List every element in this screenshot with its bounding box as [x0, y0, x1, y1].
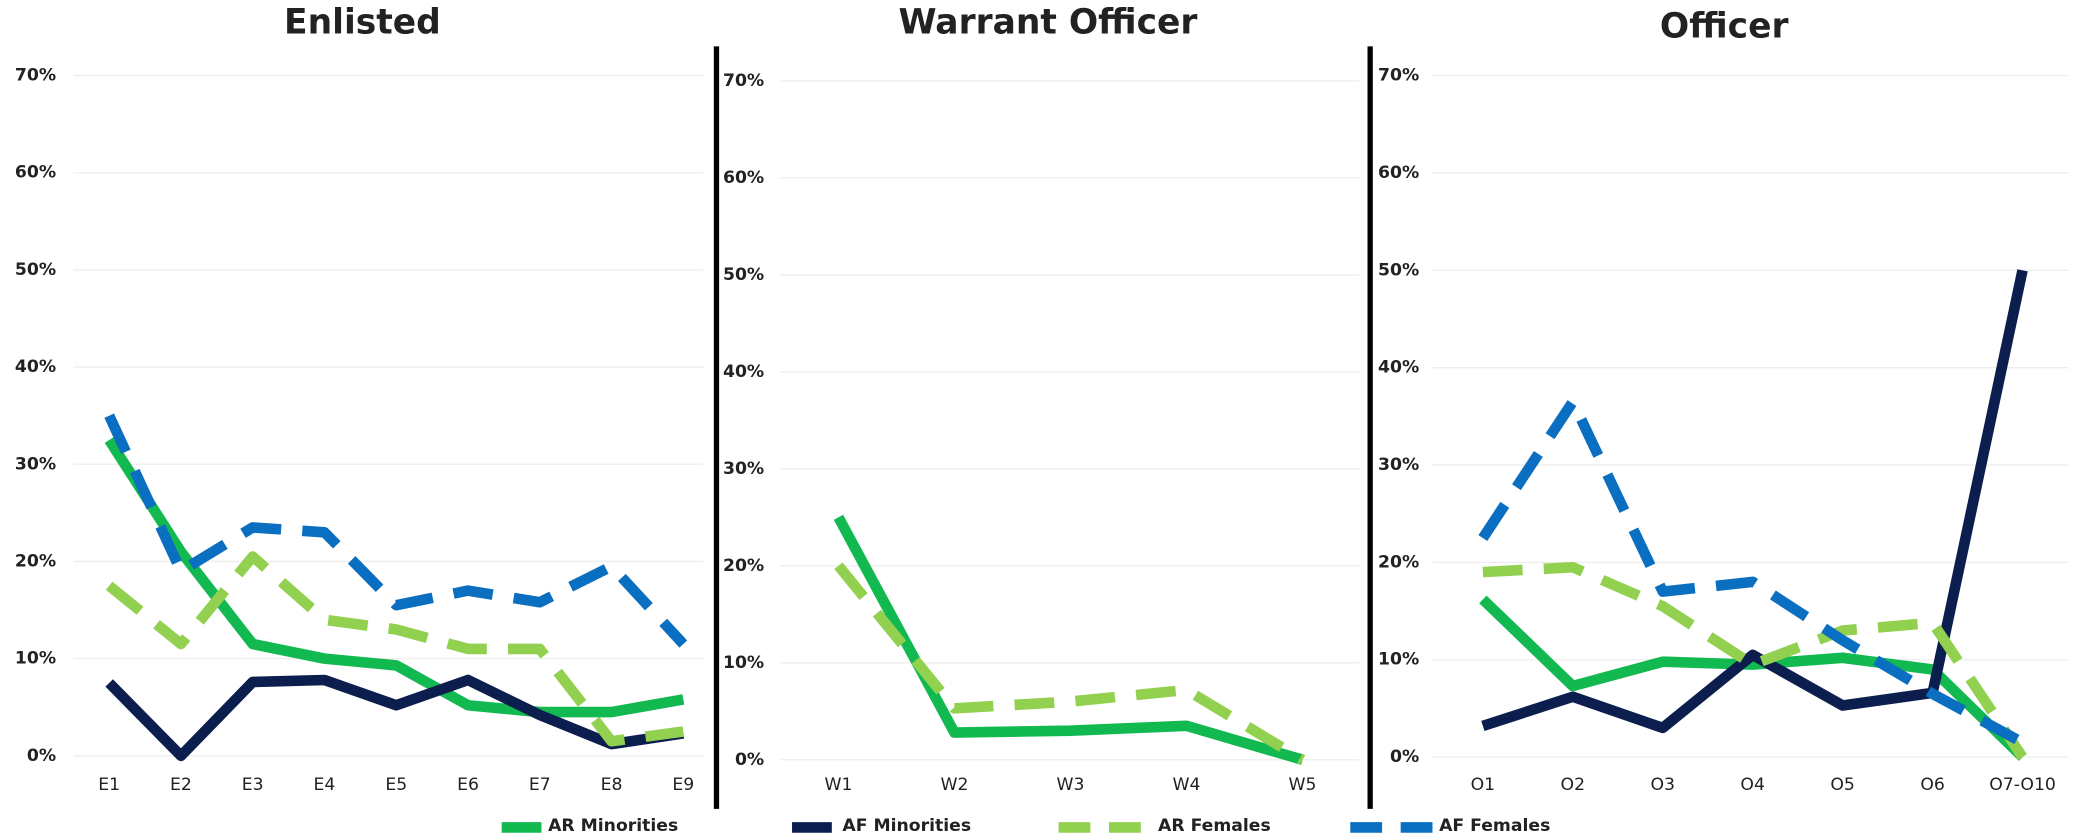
x-tick-label: W2 [940, 775, 968, 795]
y-tick-label: 60% [1378, 163, 1419, 183]
y-tick-label: 40% [1378, 358, 1419, 378]
chart-title: Enlisted [284, 2, 441, 42]
series-line [1479, 595, 2027, 761]
series-line [1478, 396, 2026, 748]
y-tick-label: 70% [723, 71, 764, 91]
y-tick-label: 0% [27, 746, 56, 766]
y-tick-label: 0% [1390, 747, 1419, 767]
x-tick-label: E6 [457, 775, 479, 795]
series-line [1482, 561, 2027, 761]
legend-label: AR Females [1158, 816, 1271, 836]
y-tick-label: 70% [1378, 66, 1419, 86]
x-tick-label: E8 [601, 775, 623, 795]
series-line [834, 562, 1306, 765]
y-tick-label: 20% [723, 556, 764, 576]
x-tick-label: E1 [98, 775, 120, 795]
x-tick-label: E2 [170, 775, 192, 795]
y-tick-label: 10% [723, 653, 764, 673]
chart-title: Warrant Officer [899, 2, 1198, 42]
y-tick-label: 60% [15, 163, 56, 183]
y-tick-label: 10% [1378, 650, 1419, 670]
x-tick-label: O6 [1920, 775, 1945, 795]
series-line [105, 551, 685, 747]
x-tick-label: O4 [1740, 775, 1765, 795]
series-line [833, 514, 1305, 765]
y-tick-label: 40% [15, 357, 56, 377]
series-line [104, 413, 688, 648]
legend-label: AR Minorities [548, 816, 678, 836]
series-line [105, 674, 685, 762]
x-tick-label: E4 [314, 775, 336, 795]
x-tick-label: E3 [242, 775, 264, 795]
y-tick-label: 30% [1378, 455, 1419, 475]
chart-title: Officer [1660, 6, 1789, 46]
legend-label: AF Females [1439, 816, 1550, 836]
x-tick-label: O7-O10 [1989, 775, 2056, 795]
x-tick-label: O2 [1561, 775, 1586, 795]
x-tick-label: W4 [1173, 775, 1201, 795]
x-tick-label: O5 [1830, 775, 1855, 795]
x-tick-label: W1 [824, 775, 852, 795]
x-tick-label: O1 [1471, 775, 1496, 795]
y-tick-label: 10% [15, 649, 56, 669]
legend-label: AF Minorities [842, 816, 971, 836]
y-tick-label: 40% [723, 362, 764, 382]
x-tick-label: W3 [1057, 775, 1085, 795]
x-tick-label: W5 [1289, 775, 1317, 795]
y-tick-label: 30% [723, 459, 764, 479]
x-tick-label: E7 [529, 775, 551, 795]
x-tick-label: O3 [1650, 775, 1675, 795]
y-tick-label: 50% [723, 265, 764, 285]
y-tick-label: 60% [723, 168, 764, 188]
y-tick-label: 0% [735, 750, 764, 770]
y-tick-label: 20% [15, 551, 56, 571]
series-line [104, 437, 685, 718]
y-tick-label: 20% [1378, 552, 1419, 572]
y-tick-label: 30% [15, 454, 56, 474]
y-tick-label: 50% [1378, 260, 1419, 280]
x-tick-label: E9 [672, 775, 694, 795]
y-tick-label: 70% [15, 66, 56, 86]
x-tick-label: E5 [385, 775, 407, 795]
y-tick-label: 50% [15, 260, 56, 280]
